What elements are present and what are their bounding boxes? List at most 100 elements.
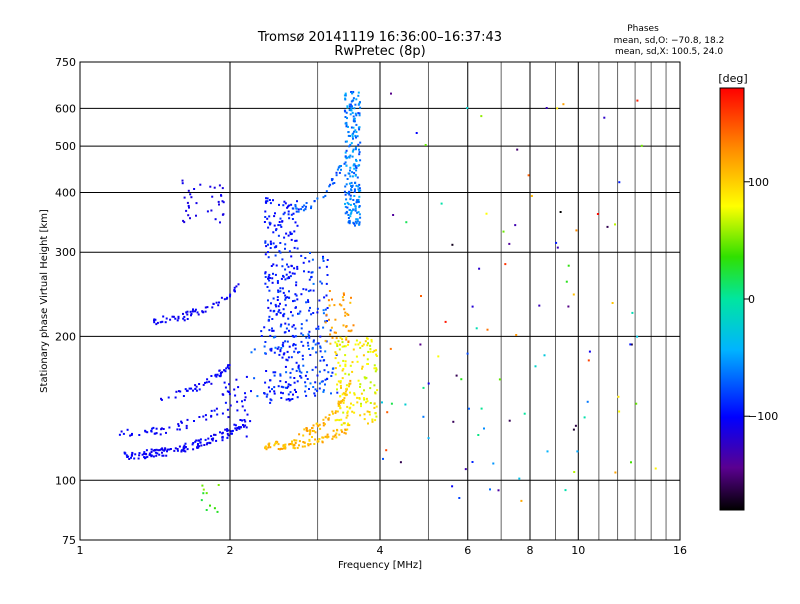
echo-point: [360, 402, 362, 405]
echo-point: [308, 388, 310, 390]
echo-point: [318, 266, 321, 269]
echo-point: [302, 344, 305, 347]
echo-point: [218, 375, 221, 377]
echo-point: [238, 427, 241, 430]
echo-point: [282, 445, 285, 448]
echo-point: [283, 200, 286, 203]
echo-point: [156, 452, 159, 455]
echo-point: [293, 299, 296, 302]
echo-point: [294, 221, 297, 224]
echo-point: [322, 418, 325, 421]
echo-point: [359, 341, 362, 344]
echo-point: [304, 257, 307, 259]
echo-point: [305, 319, 308, 322]
echo-point: [280, 385, 283, 388]
echo-point: [352, 115, 355, 118]
echo-point: [273, 444, 276, 447]
echo-point: [486, 328, 489, 331]
echo-point: [246, 413, 249, 416]
echo-point: [195, 389, 198, 392]
echo-point: [308, 260, 311, 263]
echo-point: [161, 451, 163, 454]
echo-point: [182, 219, 185, 222]
echo-point: [324, 435, 327, 438]
echo-point: [274, 303, 277, 306]
echo-point: [307, 301, 310, 303]
echo-point: [350, 189, 353, 192]
echo-point: [603, 116, 606, 119]
echo-point: [281, 265, 284, 268]
echo-point: [326, 436, 329, 439]
echo-point: [385, 449, 388, 452]
echo-point: [151, 427, 154, 430]
echo-point: [326, 274, 329, 276]
echo-point: [302, 288, 305, 291]
echo-point: [336, 168, 339, 171]
echo-point: [267, 251, 269, 254]
echo-point: [422, 415, 425, 418]
echo-point: [313, 392, 316, 395]
echo-point: [300, 332, 303, 335]
echo-point: [307, 444, 310, 447]
echo-point: [197, 443, 199, 445]
echo-point: [291, 218, 294, 220]
echo-point: [148, 452, 151, 455]
echo-point: [471, 305, 474, 308]
echo-point: [276, 347, 279, 350]
echo-point: [348, 424, 351, 427]
echo-point: [296, 380, 299, 383]
echo-point: [300, 340, 303, 343]
echo-point: [294, 327, 297, 330]
echo-point: [264, 241, 267, 244]
echo-point: [146, 431, 149, 434]
echo-point: [350, 91, 353, 93]
echo-point: [344, 345, 347, 348]
echo-point: [296, 247, 299, 250]
echo-point: [199, 438, 202, 441]
echo-point: [290, 232, 293, 235]
echo-point: [164, 321, 167, 324]
echo-point: [356, 220, 359, 223]
echo-point: [235, 285, 238, 288]
echo-point: [186, 201, 189, 204]
echo-point: [278, 309, 281, 312]
echo-point: [197, 439, 200, 442]
echo-point: [221, 213, 224, 216]
echo-point: [209, 185, 212, 188]
echo-point: [348, 190, 351, 193]
echo-point: [268, 199, 271, 201]
echo-point: [169, 318, 172, 321]
echo-point: [289, 231, 292, 234]
echo-point: [130, 456, 132, 459]
echo-point: [375, 349, 377, 352]
echo-point: [444, 320, 447, 323]
echo-point: [327, 299, 330, 302]
echo-point: [293, 272, 296, 275]
echo-point: [220, 296, 223, 299]
echo-point: [334, 318, 337, 321]
echo-point: [415, 132, 418, 134]
echo-point: [244, 396, 247, 399]
echo-point: [576, 450, 579, 453]
echo-point: [349, 103, 352, 106]
echo-point: [345, 325, 348, 328]
echo-point: [337, 361, 340, 364]
echo-point: [206, 442, 209, 445]
echo-point: [308, 429, 311, 432]
echo-point: [227, 364, 229, 367]
echo-point: [200, 499, 203, 502]
echo-point: [354, 103, 357, 106]
echo-point: [363, 376, 366, 379]
echo-point: [318, 370, 321, 373]
echo-point: [265, 448, 268, 451]
echo-point: [281, 356, 284, 359]
echo-point: [334, 351, 337, 354]
echo-point: [196, 311, 199, 314]
echo-point: [293, 335, 296, 338]
echo-point: [279, 350, 282, 353]
echo-point: [289, 376, 292, 379]
echo-point: [359, 414, 362, 417]
echo-point: [359, 216, 362, 219]
echo-point: [350, 109, 353, 112]
